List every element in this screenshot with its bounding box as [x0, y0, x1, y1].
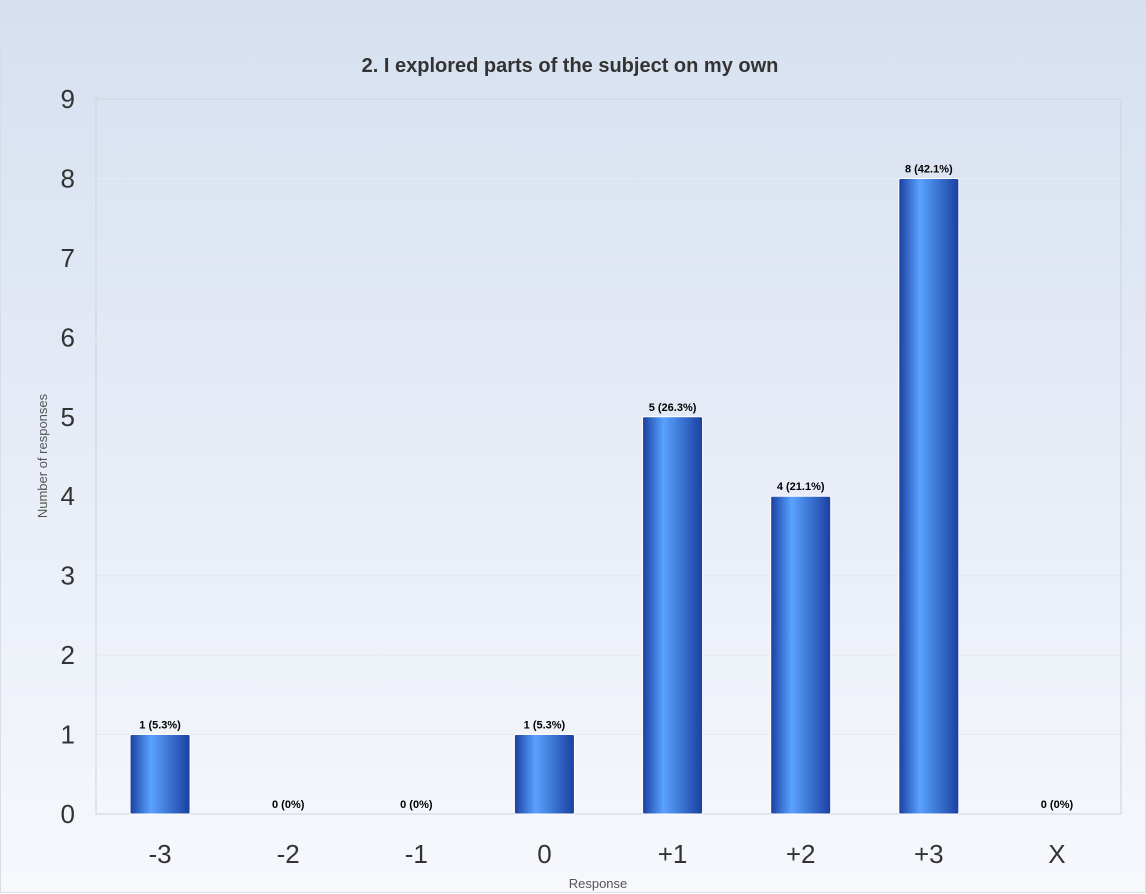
- y-tick-label: 5: [61, 402, 75, 432]
- x-tick-label: -2: [277, 839, 300, 869]
- y-tick-label: 2: [61, 640, 75, 670]
- bar: [513, 734, 575, 815]
- plot-area: 0 1 2 3 4 5 6 7 8 9 1 (5.3%) -3 0 (0%) -2 0 (0%) -1 1 (5…: [61, 84, 1122, 869]
- x-axis-label: Response: [569, 876, 628, 891]
- y-tick-label: 6: [61, 322, 75, 352]
- plot-border: [95, 98, 1122, 815]
- x-tick-label: +3: [914, 839, 944, 869]
- chart-title: 2. I explored parts of the subject on my…: [362, 55, 779, 77]
- x-tick-label: -1: [405, 839, 428, 869]
- x-tick-label: +1: [658, 839, 688, 869]
- bar: [770, 495, 832, 815]
- bar: [642, 416, 704, 815]
- data-label: 5 (26.3%): [649, 402, 697, 414]
- bar: [898, 177, 960, 815]
- x-tick-label: +2: [786, 839, 816, 869]
- data-label: 0 (0%): [400, 799, 433, 811]
- x-tick-label: -3: [149, 839, 172, 869]
- x-tick-label: X: [1048, 839, 1065, 869]
- y-tick-label: 1: [61, 720, 75, 750]
- data-label: 1 (5.3%): [139, 720, 181, 732]
- y-tick-label: 3: [61, 561, 75, 591]
- plot-background: [96, 99, 1121, 814]
- y-tick-label: 4: [61, 481, 75, 511]
- data-label: 4 (21.1%): [777, 481, 825, 493]
- y-tick-label: 8: [61, 163, 75, 193]
- y-tick-label: 7: [61, 243, 75, 273]
- y-tick-label: 9: [61, 84, 75, 114]
- data-label: 0 (0%): [272, 799, 305, 811]
- data-label: 8 (42.1%): [905, 163, 953, 175]
- y-axis-label: Number of responses: [35, 393, 50, 518]
- x-tick-label: 0: [537, 839, 551, 869]
- data-label: 1 (5.3%): [524, 720, 566, 732]
- data-label: 0 (0%): [1041, 799, 1074, 811]
- y-tick-label: 0: [61, 799, 75, 829]
- bar: [129, 734, 191, 815]
